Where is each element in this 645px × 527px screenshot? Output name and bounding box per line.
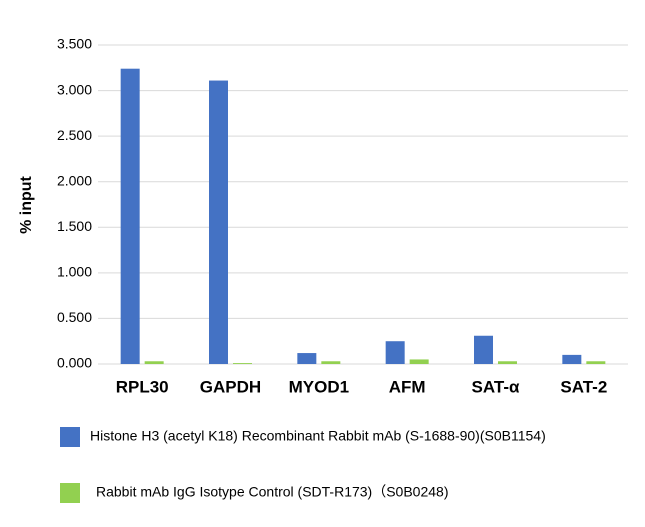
y-tick-label: 1.500 bbox=[57, 218, 92, 234]
bar bbox=[385, 341, 405, 364]
bar bbox=[321, 361, 341, 364]
legend-swatch bbox=[60, 427, 80, 447]
y-tick-label: 3.500 bbox=[57, 36, 92, 52]
bar bbox=[233, 363, 252, 364]
bar bbox=[120, 68, 140, 364]
x-tick-label: AFM bbox=[389, 377, 426, 396]
y-tick-label: 1.000 bbox=[57, 264, 92, 280]
x-tick-label: RPL30 bbox=[116, 377, 169, 396]
x-tick-label: GAPDH bbox=[200, 377, 261, 396]
bar bbox=[498, 361, 517, 364]
bar bbox=[144, 361, 164, 364]
y-axis-label: % input bbox=[18, 175, 35, 233]
bar bbox=[586, 361, 606, 364]
y-tick-label: 2.500 bbox=[57, 127, 92, 143]
x-tick-label: SAT-2 bbox=[560, 377, 607, 396]
legend-swatch bbox=[60, 483, 80, 503]
bar bbox=[562, 354, 582, 364]
bar bbox=[474, 335, 493, 364]
y-tick-label: 0.500 bbox=[57, 309, 92, 325]
bar bbox=[409, 359, 429, 364]
x-tick-label: SAT-α bbox=[472, 377, 520, 396]
legend-label: Histone H3 (acetyl K18) Recombinant Rabb… bbox=[90, 428, 546, 444]
bar bbox=[297, 353, 317, 364]
x-tick-label: MYOD1 bbox=[289, 377, 349, 396]
y-tick-label: 3.000 bbox=[57, 81, 92, 97]
y-tick-label: 0.000 bbox=[57, 355, 92, 371]
y-tick-label: 2.000 bbox=[57, 172, 92, 188]
bar bbox=[209, 80, 228, 364]
legend-label: Rabbit mAb IgG Isotype Control (SDT-R173… bbox=[96, 484, 449, 500]
